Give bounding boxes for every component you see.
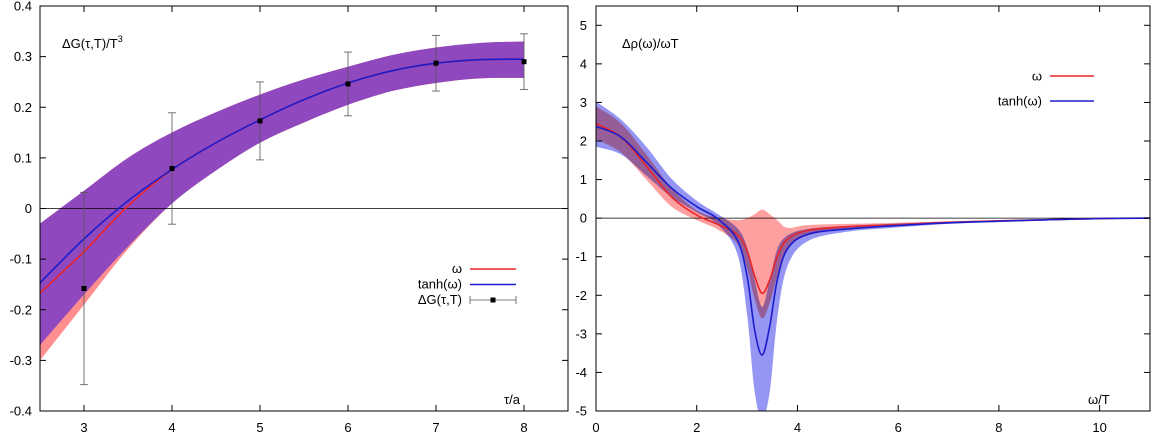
- right-y-tick-label: 2: [580, 134, 587, 149]
- left-y-tick-label: -0.4: [10, 404, 32, 419]
- right-y-tick-label: -5: [575, 404, 587, 419]
- right-x-tick-label: 6: [895, 420, 902, 435]
- right-x-tick-label: 10: [1092, 420, 1106, 435]
- left-x-axis-label: τ/a: [504, 392, 521, 407]
- left-data-point: [433, 60, 439, 66]
- left-y-tick-label: 0: [25, 201, 32, 216]
- left-legend-label: tanh(ω): [418, 277, 462, 292]
- left-x-tick-label: 4: [168, 420, 175, 435]
- left-x-tick-label: 6: [344, 420, 351, 435]
- left-data-point: [521, 59, 527, 65]
- left-y-tick-label: 0.1: [14, 150, 32, 165]
- left-chart: 3 4 5 6 7 8 -0.4 -0.3 -0.2 -0.1 0 0.1 0.2 0.3 0.4 ΔG(τ…: [10, 0, 569, 435]
- left-fit-curves: [39, 58, 525, 294]
- right-legend: ω tanh(ω): [998, 69, 1094, 109]
- left-data-points: [80, 33, 528, 386]
- left-blue-curve: [39, 58, 525, 284]
- left-legend-marker: [490, 297, 496, 303]
- right-chart: 0 2 4 6 8 10 -5 -4 -3 -2 -1 0 1 2 3 4 5 Δρ(ω)/ωT ω/T ω ta…: [575, 5, 1151, 435]
- left-chart-title: ΔG(τ,T)/T3: [62, 34, 123, 51]
- left-y-tick-label: 0.2: [14, 100, 32, 115]
- left-y-tick-label: 0.3: [14, 49, 32, 64]
- right-y-tick-label: 4: [580, 56, 587, 71]
- left-data-point: [81, 285, 87, 291]
- left-uncertainty-bands: [40, 41, 524, 361]
- left-x-tick-label: 7: [432, 420, 439, 435]
- right-y-tick-label: 1: [580, 172, 587, 187]
- right-y-tick-label: 3: [580, 95, 587, 110]
- right-x-tick-label: 8: [995, 420, 1002, 435]
- right-plot-frame: [595, 5, 1151, 412]
- right-fit-curves: [596, 122, 1150, 356]
- left-y-tick-label: 0.4: [14, 0, 32, 14]
- right-red-band: [596, 106, 1150, 319]
- left-axis-ticks: 3 4 5 6 7 8 -0.4 -0.3 -0.2 -0.1 0 0.1 0.2 0.3 0.4: [10, 0, 568, 435]
- left-data-point: [345, 81, 351, 87]
- right-uncertainty-bands: [596, 101, 1150, 411]
- left-x-tick-label: 5: [256, 420, 263, 435]
- right-y-tick-label: 0: [580, 211, 587, 226]
- left-legend-label: ω: [452, 261, 462, 276]
- left-y-tick-label: -0.3: [10, 353, 32, 368]
- left-data-point: [257, 118, 263, 124]
- left-legend-label: ΔG(τ,T): [418, 292, 462, 307]
- right-x-tick-label: 4: [794, 420, 801, 435]
- right-y-tick-label: -4: [575, 365, 587, 380]
- left-data-point: [169, 166, 175, 172]
- right-y-tick-label: -1: [575, 249, 587, 264]
- left-y-tick-label: -0.1: [10, 252, 32, 267]
- left-x-tick-label: 3: [80, 420, 87, 435]
- right-y-tick-label: 5: [580, 18, 587, 33]
- left-x-tick-label: 8: [520, 420, 527, 435]
- right-x-axis-label: ω/T: [1088, 392, 1110, 407]
- right-x-tick-label: 2: [693, 420, 700, 435]
- right-y-tick-label: -3: [575, 326, 587, 341]
- right-x-tick-label: 0: [592, 420, 599, 435]
- right-y-tick-label: -2: [575, 288, 587, 303]
- right-legend-label: tanh(ω): [998, 94, 1042, 109]
- left-y-tick-label: -0.2: [10, 302, 32, 317]
- right-chart-title: Δρ(ω)/ωT: [622, 36, 679, 51]
- right-axis-ticks: 0 2 4 6 8 10 -5 -4 -3 -2 -1 0 1 2 3 4 5: [575, 6, 1150, 435]
- right-blue-curve: [596, 125, 1150, 356]
- right-legend-label: ω: [1032, 69, 1042, 84]
- right-blue-band: [596, 101, 1150, 411]
